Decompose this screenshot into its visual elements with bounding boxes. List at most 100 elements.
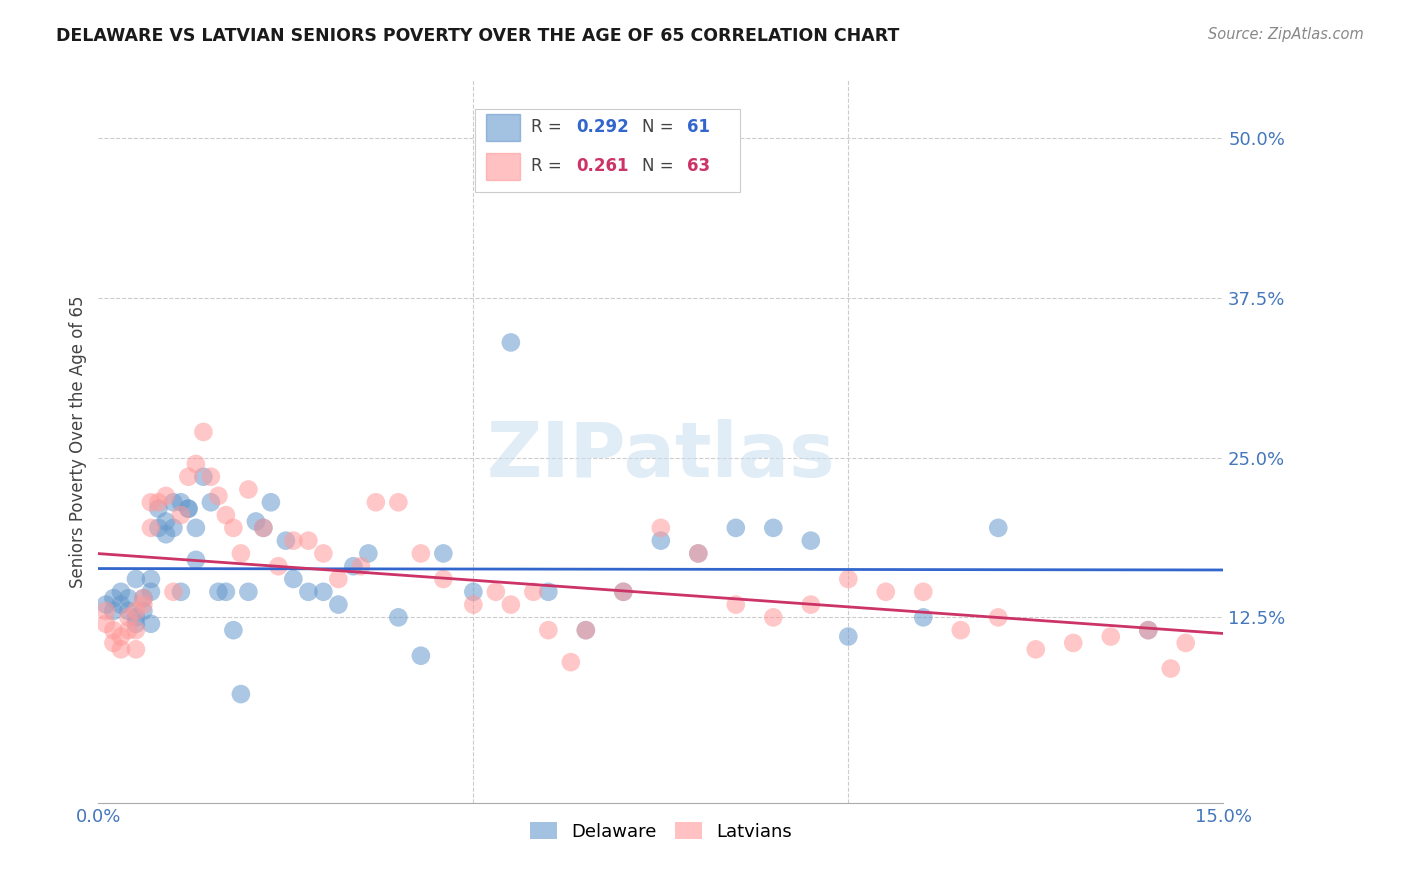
Point: [110, 630, 132, 644]
Point: [148, 521, 170, 535]
Point: [328, 598, 350, 612]
Point: [139, 521, 162, 535]
Point: [117, 623, 139, 637]
Point: [342, 559, 364, 574]
Point: [155, 515, 177, 529]
Point: [238, 584, 260, 599]
Point: [125, 642, 148, 657]
Point: [110, 584, 132, 599]
Point: [1137, 623, 1160, 637]
Point: [312, 584, 335, 599]
Point: [125, 623, 148, 637]
Text: 0.292: 0.292: [576, 118, 630, 136]
Point: [987, 521, 1010, 535]
Point: [409, 546, 432, 560]
Point: [162, 521, 184, 535]
Point: [724, 521, 747, 535]
Point: [387, 610, 409, 624]
Point: [463, 598, 485, 612]
Text: 63: 63: [686, 157, 710, 175]
Point: [117, 604, 139, 618]
Point: [499, 598, 522, 612]
Point: [1174, 636, 1197, 650]
Point: [575, 623, 598, 637]
Point: [117, 591, 139, 606]
Point: [650, 533, 672, 548]
Point: [1062, 636, 1084, 650]
Legend: Delaware, Latvians: Delaware, Latvians: [523, 814, 799, 848]
Point: [117, 610, 139, 624]
Point: [297, 584, 319, 599]
Point: [283, 572, 305, 586]
Point: [94, 598, 117, 612]
Point: [132, 591, 155, 606]
Point: [267, 559, 290, 574]
Point: [724, 598, 747, 612]
Point: [1137, 623, 1160, 637]
Point: [132, 591, 155, 606]
FancyBboxPatch shape: [486, 153, 520, 180]
Point: [252, 521, 274, 535]
Point: [132, 604, 155, 618]
Text: R =: R =: [531, 118, 568, 136]
Point: [200, 469, 222, 483]
Point: [912, 610, 935, 624]
Point: [162, 584, 184, 599]
Point: [575, 623, 598, 637]
Point: [94, 616, 117, 631]
Point: [800, 533, 823, 548]
Point: [184, 553, 207, 567]
Point: [1099, 630, 1122, 644]
Point: [162, 495, 184, 509]
Point: [200, 495, 222, 509]
Point: [110, 598, 132, 612]
Point: [170, 495, 193, 509]
Point: [139, 584, 162, 599]
Point: [762, 521, 785, 535]
Point: [522, 584, 544, 599]
Text: R =: R =: [531, 157, 568, 175]
Point: [207, 584, 229, 599]
Point: [170, 584, 193, 599]
Point: [155, 527, 177, 541]
Point: [139, 616, 162, 631]
FancyBboxPatch shape: [486, 113, 520, 141]
Point: [837, 630, 859, 644]
Point: [688, 546, 710, 560]
Point: [103, 604, 125, 618]
Point: [170, 508, 193, 522]
Point: [612, 584, 634, 599]
Point: [155, 489, 177, 503]
Point: [612, 584, 634, 599]
Point: [987, 610, 1010, 624]
Point: [103, 591, 125, 606]
Point: [229, 546, 252, 560]
FancyBboxPatch shape: [475, 109, 740, 193]
Point: [215, 584, 238, 599]
Point: [350, 559, 373, 574]
Point: [1025, 642, 1047, 657]
Point: [132, 598, 155, 612]
Point: [364, 495, 387, 509]
Point: [222, 521, 245, 535]
Point: [949, 623, 972, 637]
Point: [229, 687, 252, 701]
Point: [650, 521, 672, 535]
Point: [837, 572, 859, 586]
Point: [499, 335, 522, 350]
Point: [800, 598, 823, 612]
Point: [215, 508, 238, 522]
Point: [238, 483, 260, 497]
Point: [125, 610, 148, 624]
Text: Source: ZipAtlas.com: Source: ZipAtlas.com: [1208, 27, 1364, 42]
Text: 61: 61: [686, 118, 710, 136]
Point: [432, 546, 454, 560]
Point: [184, 457, 207, 471]
Point: [283, 533, 305, 548]
Text: N =: N =: [641, 157, 679, 175]
Point: [94, 604, 117, 618]
Point: [110, 642, 132, 657]
Point: [222, 623, 245, 637]
Point: [387, 495, 409, 509]
Point: [875, 584, 897, 599]
